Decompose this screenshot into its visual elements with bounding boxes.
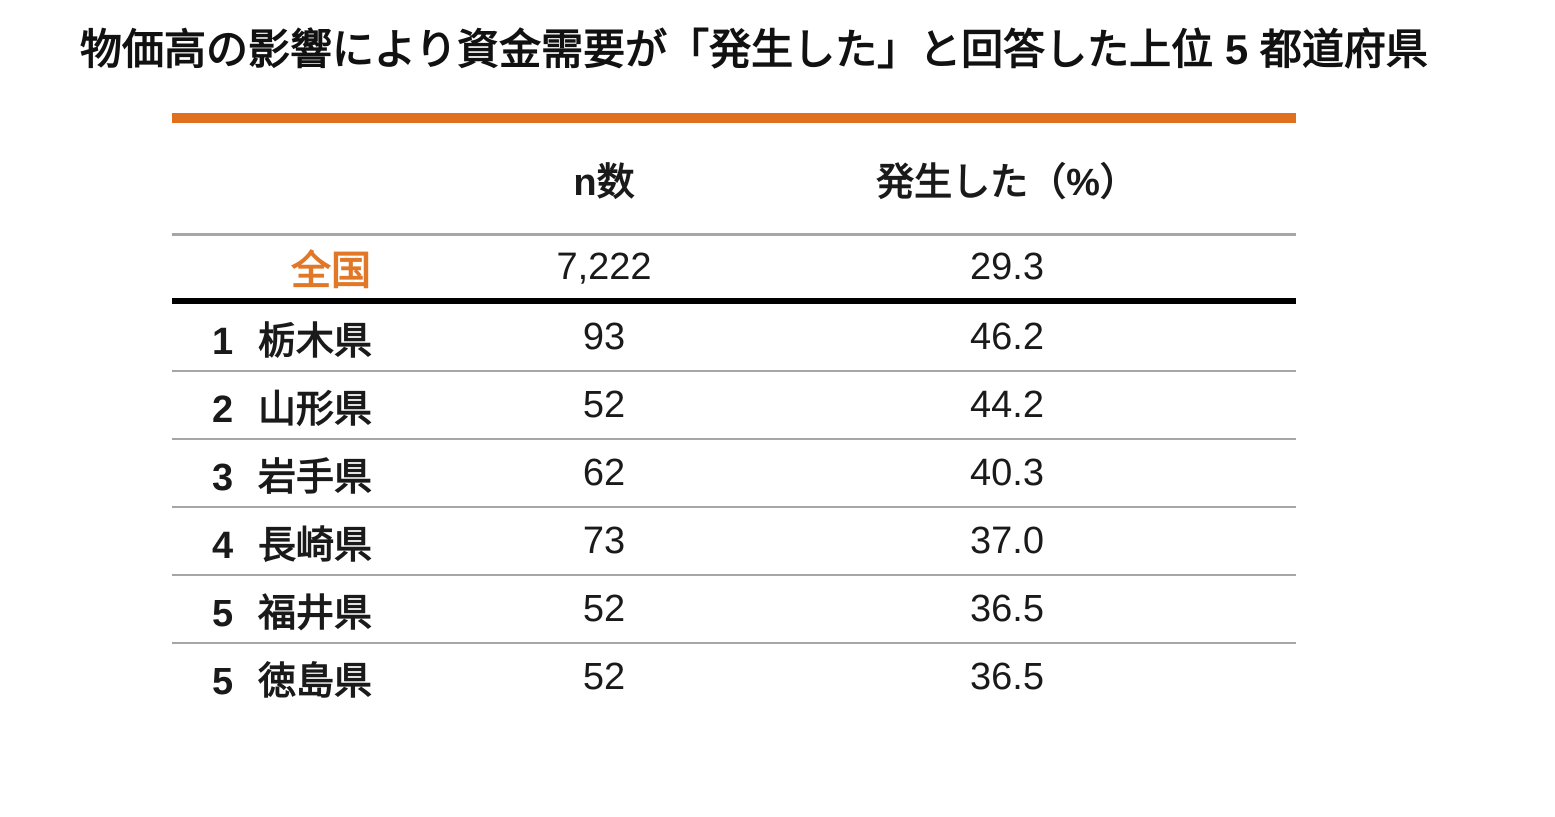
prefecture-name: 山形県 (258, 388, 373, 431)
pct-value: 44.2 (970, 383, 1044, 426)
national-pct-value: 29.3 (970, 245, 1044, 288)
rank-number: 5 (212, 592, 234, 635)
n-value: 93 (582, 315, 626, 358)
header-n-count: n数 (573, 161, 635, 204)
prefecture-name: 長崎県 (258, 524, 373, 567)
n-value: 52 (582, 655, 626, 698)
prefecture-name: 栃木県 (258, 320, 373, 363)
table-row: 4 長崎県 73 37.0 (172, 506, 1296, 574)
header-occurred-pct: 発生した（%） (876, 161, 1138, 204)
table-row: 1 栃木県 93 46.2 (172, 304, 1296, 370)
pct-value: 46.2 (970, 315, 1044, 358)
n-value: 62 (582, 451, 626, 494)
rank-number: 3 (212, 456, 234, 499)
pct-value: 36.5 (970, 655, 1044, 698)
n-value: 52 (582, 383, 626, 426)
pct-value: 40.3 (970, 451, 1044, 494)
pct-value: 36.5 (970, 587, 1044, 630)
rank-number: 4 (212, 524, 234, 567)
prefecture-name: 徳島県 (258, 660, 373, 703)
pct-value: 37.0 (970, 519, 1044, 562)
rank-number: 5 (212, 660, 234, 703)
national-n-value: 7,222 (556, 245, 652, 288)
accent-top-bar (172, 113, 1296, 123)
prefecture-name: 福井県 (258, 592, 373, 635)
table-row: 5 徳島県 52 36.5 (172, 642, 1296, 710)
table-row: 5 福井県 52 36.5 (172, 574, 1296, 642)
rank-number: 1 (212, 320, 234, 363)
n-value: 52 (582, 587, 626, 630)
page-title: 物価高の影響により資金需要が「発生した」と回答した上位 5 都道府県 (80, 26, 1428, 73)
ranking-table: n数 発生した（%） 全国 7,222 29.3 1 栃木県 93 46.2 2… (172, 113, 1296, 710)
table-row-national: 全国 7,222 29.3 (172, 236, 1296, 304)
n-value: 73 (582, 519, 626, 562)
prefecture-name: 岩手県 (258, 456, 373, 499)
table-row: 2 山形県 52 44.2 (172, 370, 1296, 438)
rank-number: 2 (212, 388, 234, 431)
table-row: 3 岩手県 62 40.3 (172, 438, 1296, 506)
national-label: 全国 (291, 249, 371, 293)
table-header-row: n数 発生した（%） (172, 123, 1296, 236)
